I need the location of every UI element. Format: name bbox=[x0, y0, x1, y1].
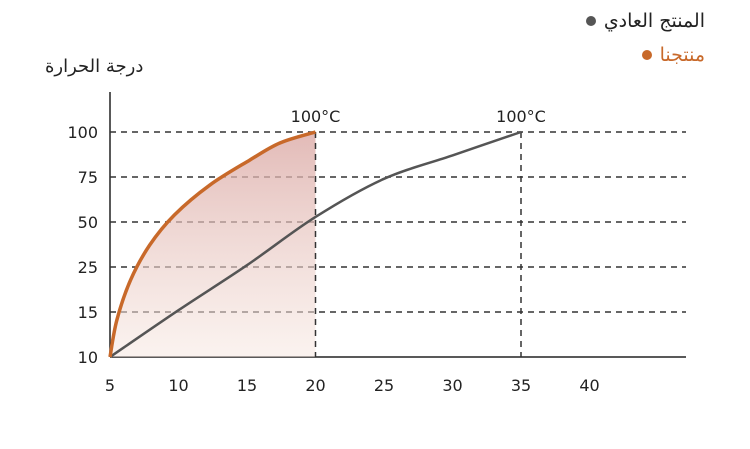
x-tick-label: 10 bbox=[168, 376, 188, 395]
annotation-label: 100°C bbox=[291, 107, 341, 126]
x-tick-label: 30 bbox=[442, 376, 462, 395]
x-tick-label: 25 bbox=[374, 376, 394, 395]
annotation-label: 100°C bbox=[496, 107, 546, 126]
area-ours bbox=[110, 132, 316, 357]
legend-label-ours: منتجنا bbox=[659, 44, 705, 66]
x-tick-label: 5 bbox=[105, 376, 115, 395]
y-tick-label: 75 bbox=[78, 168, 98, 187]
y-tick-label: 100 bbox=[67, 123, 98, 142]
legend-dot-ours-icon bbox=[641, 50, 652, 60]
x-tick-label: 35 bbox=[511, 376, 531, 395]
y-tick-label: 15 bbox=[78, 303, 98, 322]
x-tick-label: 40 bbox=[579, 376, 599, 395]
y-tick-label: 10 bbox=[78, 348, 98, 367]
legend-dot-regular-icon bbox=[585, 16, 596, 26]
series-line-ours bbox=[108, 130, 317, 358]
legend-item-ours: منتجنا bbox=[641, 44, 705, 66]
x-tick-label: 20 bbox=[305, 376, 325, 395]
y-axis-label: درجة الحرارة bbox=[45, 56, 144, 77]
x-tick-label: 15 bbox=[237, 376, 257, 395]
y-tick-label: 50 bbox=[78, 213, 98, 232]
legend-item-regular: المنتج العادي bbox=[585, 10, 705, 32]
y-tick-label: 25 bbox=[78, 258, 98, 277]
legend-label-regular: المنتج العادي bbox=[603, 10, 705, 32]
series-line-regular bbox=[109, 130, 522, 359]
